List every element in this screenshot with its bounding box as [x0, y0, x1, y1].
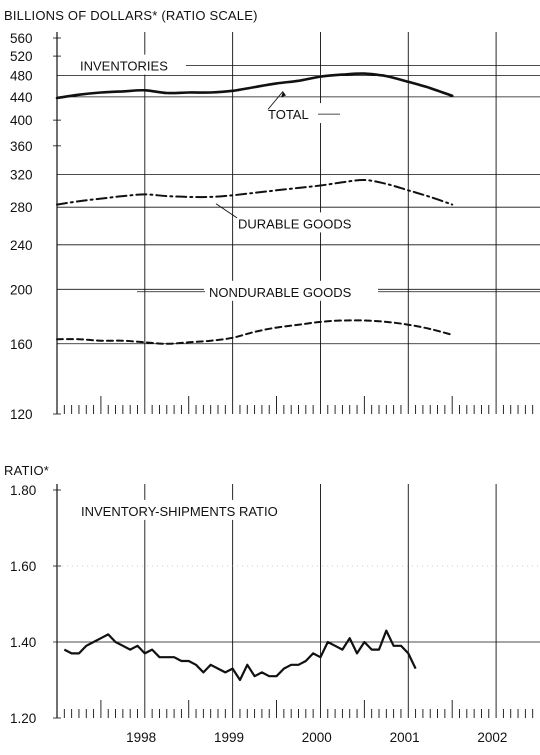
top-y-tick-label: 160	[10, 337, 33, 352]
x-year-label: 1998	[126, 730, 156, 745]
top-y-tick-label: 200	[10, 282, 33, 297]
top-y-tick-label: 520	[10, 49, 33, 64]
top-y-tick-label: 560	[10, 31, 33, 46]
top-y-tick-label: 280	[10, 200, 33, 215]
top-y-tick-label: 240	[10, 238, 33, 253]
inventories-panel-label: INVENTORIES	[80, 59, 168, 74]
ratio-chart: 1.20 1.40 1.60 1.80 INVENTORY-SHIPMENTS RATI…	[10, 483, 540, 726]
nondurable-goods-annotation: NONDURABLE GOODS	[209, 285, 352, 300]
total-arrowhead	[281, 91, 286, 98]
bottom-y-tick-label: 1.80	[10, 483, 36, 498]
durable-leader	[215, 203, 238, 219]
inventories-chart: 120 160 200 240 280 320 360 400 440 480 520 560 INVE…	[10, 31, 540, 422]
x-year-label: 2000	[302, 730, 332, 745]
total-annotation: TOTAL	[268, 107, 309, 122]
total-label-bg	[262, 103, 322, 124]
top-chart-title: BILLIONS OF DOLLARS* (RATIO SCALE)	[4, 8, 258, 23]
ratio-panel-label: INVENTORY-SHIPMENTS RATIO	[81, 504, 278, 519]
total-leader-arrow	[267, 91, 284, 110]
series-line-nondurable-goods	[56, 319, 454, 345]
ratio-label-bg	[78, 499, 308, 520]
top-y-tick-label: 400	[10, 113, 33, 128]
top-y-tick-label: 320	[10, 168, 33, 183]
x-year-label: 2001	[390, 730, 420, 745]
series-line-inventory-shipments-ratio	[63, 629, 417, 682]
top-y-tick-label: 360	[10, 139, 33, 154]
bottom-y-tick-label: 1.40	[10, 635, 36, 650]
inventories-label-bg	[77, 54, 185, 75]
durable-goods-annotation: DURABLE GOODS	[238, 216, 352, 231]
series-line-durable-goods	[56, 178, 454, 206]
series-line-total	[55, 72, 454, 100]
x-year-label: 1999	[214, 730, 244, 745]
bottom-chart-title: RATIO*	[4, 463, 49, 478]
x-year-label: 2002	[477, 730, 507, 745]
year-axis: 1998 1999 2000 2001 2002	[126, 730, 507, 745]
top-y-tick-label: 440	[10, 90, 33, 105]
top-y-tick-label: 120	[10, 407, 33, 422]
top-y-tick-label: 480	[10, 69, 33, 84]
nondurable-label-bg	[204, 280, 378, 301]
bottom-y-tick-label: 1.20	[10, 711, 36, 726]
durable-label-bg	[234, 212, 366, 233]
bottom-y-tick-label: 1.60	[10, 559, 36, 574]
